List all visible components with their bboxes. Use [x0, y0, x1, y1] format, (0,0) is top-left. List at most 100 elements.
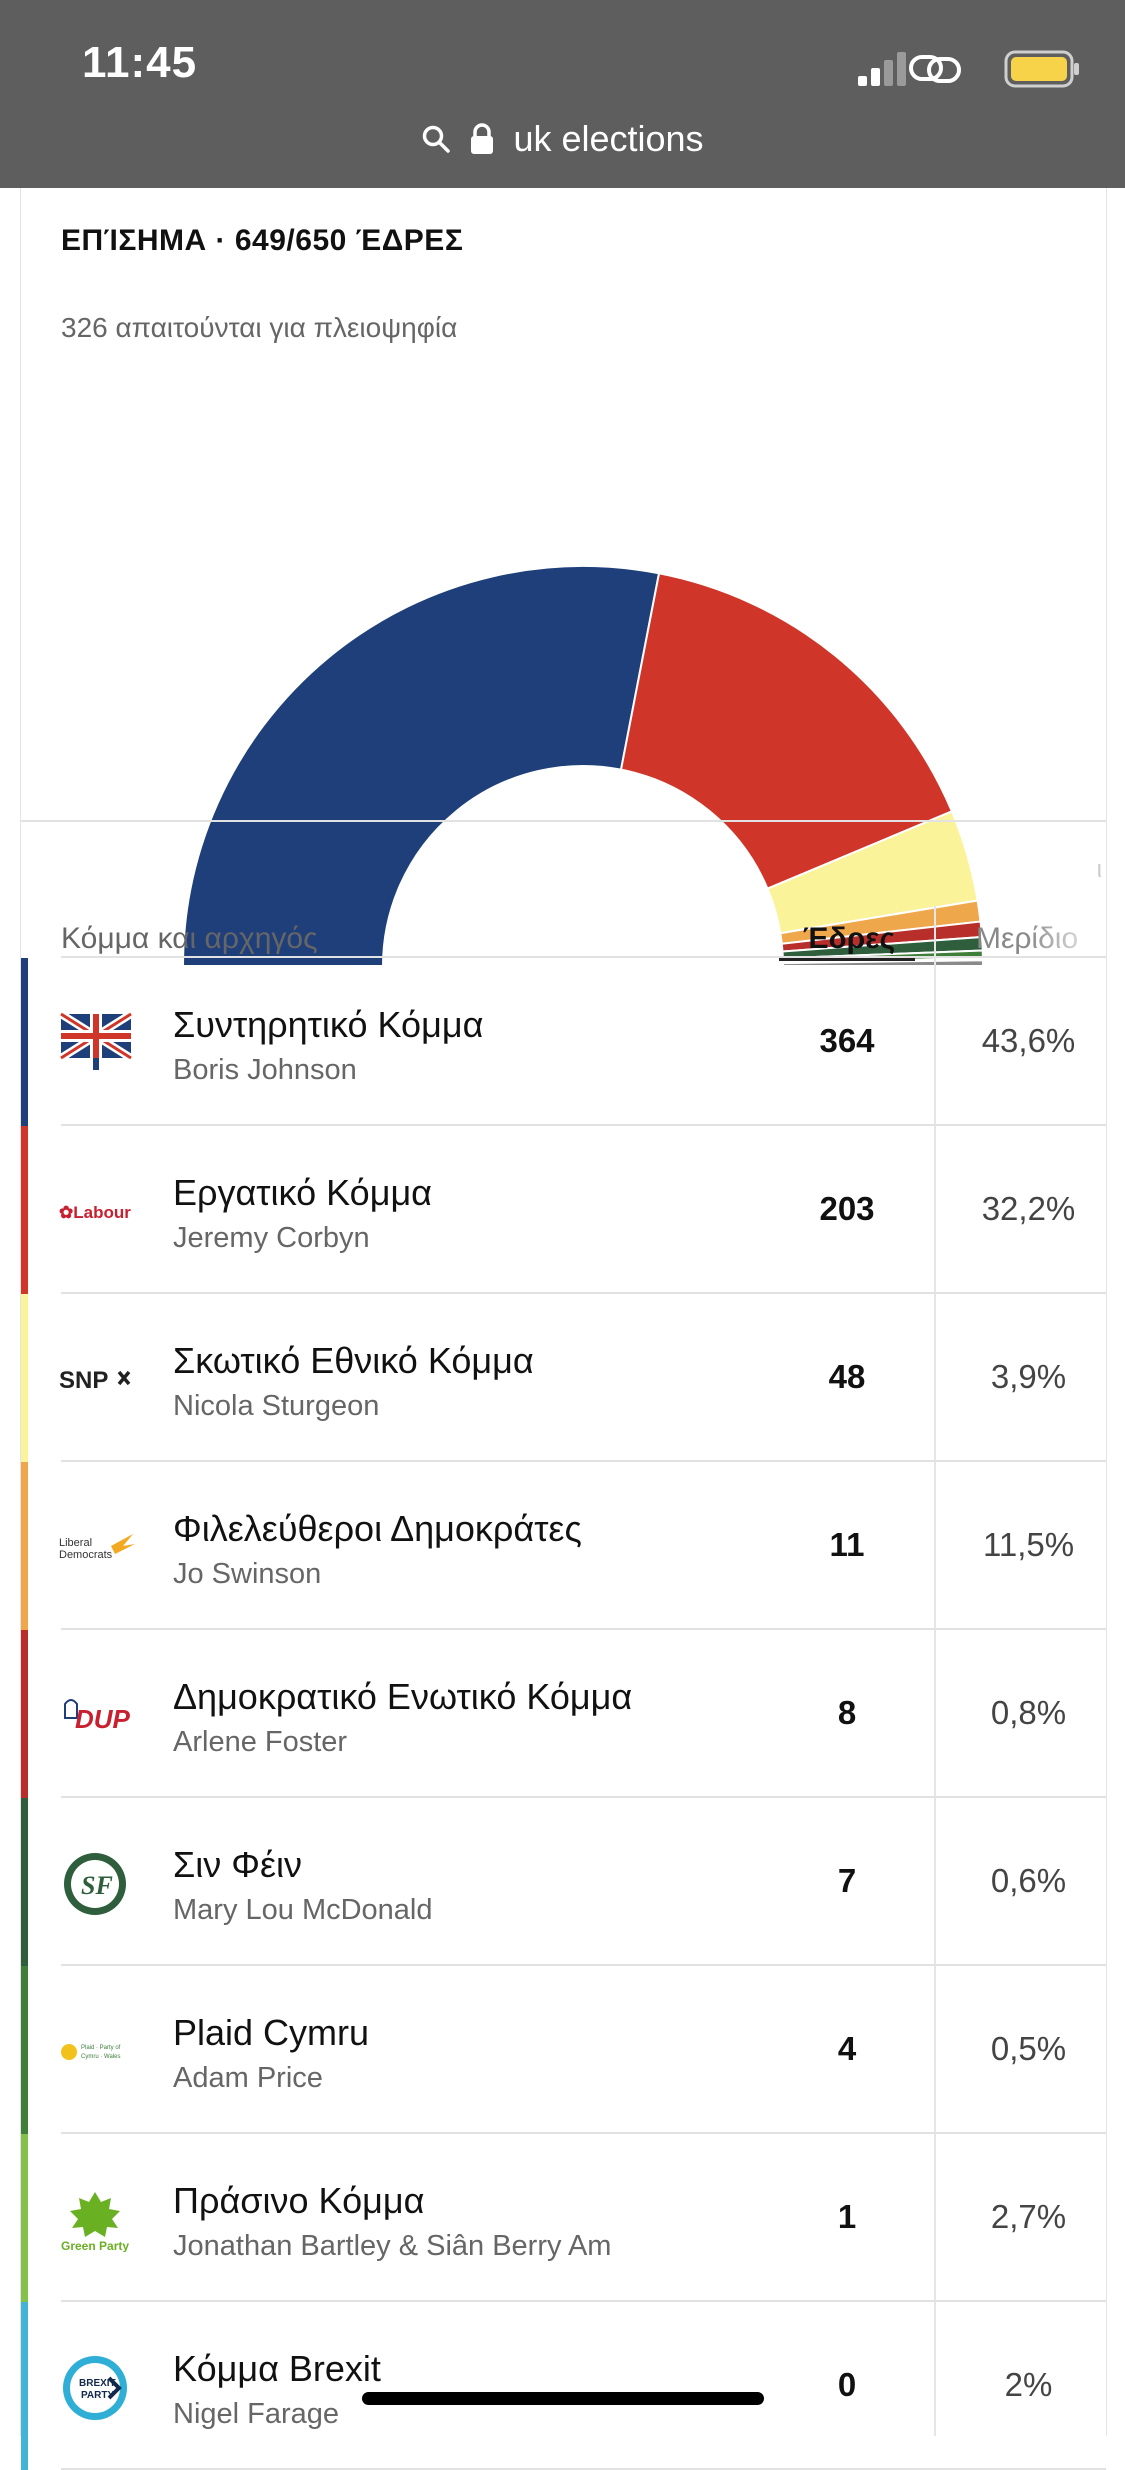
row-divider: [61, 1124, 1106, 1126]
party-row[interactable]: SNP Σκωτικό Εθνικό Κόμμα Nicola Sturgeon 48…: [21, 1294, 1106, 1462]
results-title: ΕΠΊΣΗΜΑ · 649/650 ΈΔΡΕΣ: [61, 224, 464, 257]
party-name: Κόμμα Brexit: [173, 2348, 381, 2389]
column-header-party: Κόμμα και αρχηγός: [61, 922, 318, 955]
party-leader: Jeremy Corbyn: [173, 1222, 370, 1254]
clock: 11:45: [82, 38, 198, 87]
party-leader: Arlene Foster: [173, 1726, 348, 1758]
party-color-stripe: [21, 1966, 28, 2134]
party-row[interactable]: Συντηρητικό Κόμμα Boris Johnson 364 43,6%: [21, 958, 1106, 1126]
header-divider: [61, 956, 1106, 958]
party-color-stripe: [21, 1126, 28, 1294]
svg-text:Green Party: Green Party: [61, 2239, 129, 2252]
row-divider: [61, 1292, 1106, 1294]
conservative-logo: [59, 1010, 134, 1070]
vote-share: 0,5%: [990, 2030, 1067, 2067]
home-indicator[interactable]: [362, 2392, 764, 2405]
row-divider: [61, 2132, 1106, 2134]
dup-logo: DUP: [64, 1699, 131, 1734]
svg-text:PARTY: PARTY: [81, 2390, 114, 2401]
plaid-cymru-logo: Plaid · Party of Cymru · Wales: [61, 2044, 121, 2060]
vote-share: 43,6%: [981, 1022, 1076, 1059]
party-name: Σιν Φέιν: [173, 1844, 303, 1885]
party-color-stripe: [21, 1462, 28, 1630]
vote-share: 0,8%: [990, 1694, 1067, 1731]
column-header-seats[interactable]: Έδρες: [802, 922, 896, 955]
vote-share: 11,5%: [982, 1526, 1075, 1563]
party-name: Συντηρητικό Κόμμα: [173, 1004, 484, 1045]
vote-share: 3,9%: [990, 1358, 1067, 1395]
party-row[interactable]: SF Σιν Φέιν Mary Lou McDonald 7 0,6%: [21, 1798, 1106, 1966]
url-text: uk elections: [513, 118, 704, 160]
party-color-stripe: [21, 1798, 28, 1966]
seat-count: 7: [837, 1862, 857, 1899]
svg-text:SF: SF: [81, 1871, 113, 1900]
party-leader: Boris Johnson: [173, 1054, 357, 1086]
party-row[interactable]: ✿Labour Εργατικό Κόμμα Jeremy Corbyn 203 32,…: [21, 1126, 1106, 1294]
seat-count: 364: [819, 1022, 875, 1059]
status-icons: [840, 48, 1080, 90]
party-name: Σκωτικό Εθνικό Κόμμα: [173, 1340, 534, 1381]
table-header: Κόμμα και αρχηγός Έδρες Μερίδιο: [21, 900, 1106, 960]
svg-text:Cymru · Wales: Cymru · Wales: [81, 2054, 120, 2060]
vote-share: 2%: [1004, 2366, 1053, 2403]
party-name: Δημοκρατικό Ενωτικό Κόμμα: [173, 1676, 633, 1717]
chart-segment: [619, 572, 954, 890]
seat-count: 48: [828, 1358, 866, 1395]
party-leader: Nicola Sturgeon: [173, 1390, 380, 1422]
chart-segment: [781, 959, 985, 967]
party-row[interactable]: Plaid · Party of Cymru · Wales Plaid Cymru…: [21, 1966, 1106, 2134]
results-card: ΕΠΊΣΗΜΑ · 649/650 ΈΔΡΕΣ 326 απαιτούνται …: [20, 188, 1107, 2470]
svg-text:BREXIT: BREXIT: [79, 2378, 116, 2389]
svg-text:✿Labour: ✿Labour: [59, 1203, 131, 1222]
scroll-hint: ι: [1096, 856, 1102, 883]
svg-text:Democrats: Democrats: [59, 1549, 113, 1561]
seat-count: 203: [819, 1190, 875, 1227]
row-divider: [61, 2300, 1106, 2302]
party-leader: Jonathan Bartley & Siân Berry Am: [173, 2230, 612, 2262]
column-divider: [934, 906, 936, 2436]
snp-logo: SNP: [59, 1367, 131, 1394]
svg-text:DUP: DUP: [75, 1704, 131, 1734]
party-name: Plaid Cymru: [173, 2012, 370, 2053]
row-divider: [61, 1460, 1106, 1462]
address-bar[interactable]: uk elections: [0, 116, 1125, 160]
svg-text:SNP: SNP: [59, 1367, 108, 1394]
party-name: Εργατικό Κόμμα: [173, 1172, 432, 1213]
row-divider: [61, 1964, 1106, 1966]
party-name: Φιλελεύθεροι Δημοκράτες: [173, 1508, 582, 1549]
green-party-logo: Green Party: [61, 2192, 129, 2252]
party-color-stripe: [21, 2134, 28, 2302]
chart-segment: [181, 565, 661, 967]
party-row[interactable]: Liberal Democrats Φιλελεύθεροι Δημοκράτες J…: [21, 1462, 1106, 1630]
sorted-column-indicator: [779, 958, 915, 961]
seat-count: 8: [837, 1694, 857, 1731]
seat-count: 1: [837, 2198, 857, 2235]
party-row[interactable]: Green Party Πράσινο Κόμμα Jonathan Bartley…: [21, 2134, 1106, 2302]
seat-count: 4: [837, 2030, 857, 2067]
battery-icon: [1004, 50, 1079, 88]
chart-divider: [21, 820, 1106, 822]
party-row[interactable]: DUP Δημοκρατικό Ενωτικό Κόμμα Arlene Foste…: [21, 1630, 1106, 1798]
scroll-fade: [1026, 900, 1106, 960]
party-leader: Nigel Farage: [173, 2398, 340, 2430]
search-icon: [423, 126, 451, 154]
party-color-stripe: [21, 958, 28, 1126]
party-row[interactable]: BREXIT PARTY Κόμμα Brexit Nigel Farage 0 2%: [21, 2302, 1106, 2470]
hotspot-icon: [909, 55, 961, 83]
status-bar: 11:45 uk elections: [0, 0, 1125, 188]
svg-text:Liberal: Liberal: [59, 1537, 92, 1549]
seat-count: 0: [837, 2366, 857, 2403]
party-color-stripe: [21, 1294, 28, 1462]
svg-text:Plaid · Party of: Plaid · Party of: [81, 2045, 121, 2051]
party-leader: Jo Swinson: [173, 1558, 322, 1590]
seat-chart: [181, 565, 985, 967]
party-color-stripe: [21, 1630, 28, 1798]
party-name: Πράσινο Κόμμα: [173, 2180, 425, 2221]
vote-share: 2,7%: [990, 2198, 1067, 2235]
row-divider: [61, 1796, 1106, 1798]
majority-note: 326 απαιτούνται για πλειοψηφία: [61, 312, 458, 343]
lock-icon: [471, 123, 494, 155]
party-leader: Adam Price: [173, 2062, 323, 2094]
